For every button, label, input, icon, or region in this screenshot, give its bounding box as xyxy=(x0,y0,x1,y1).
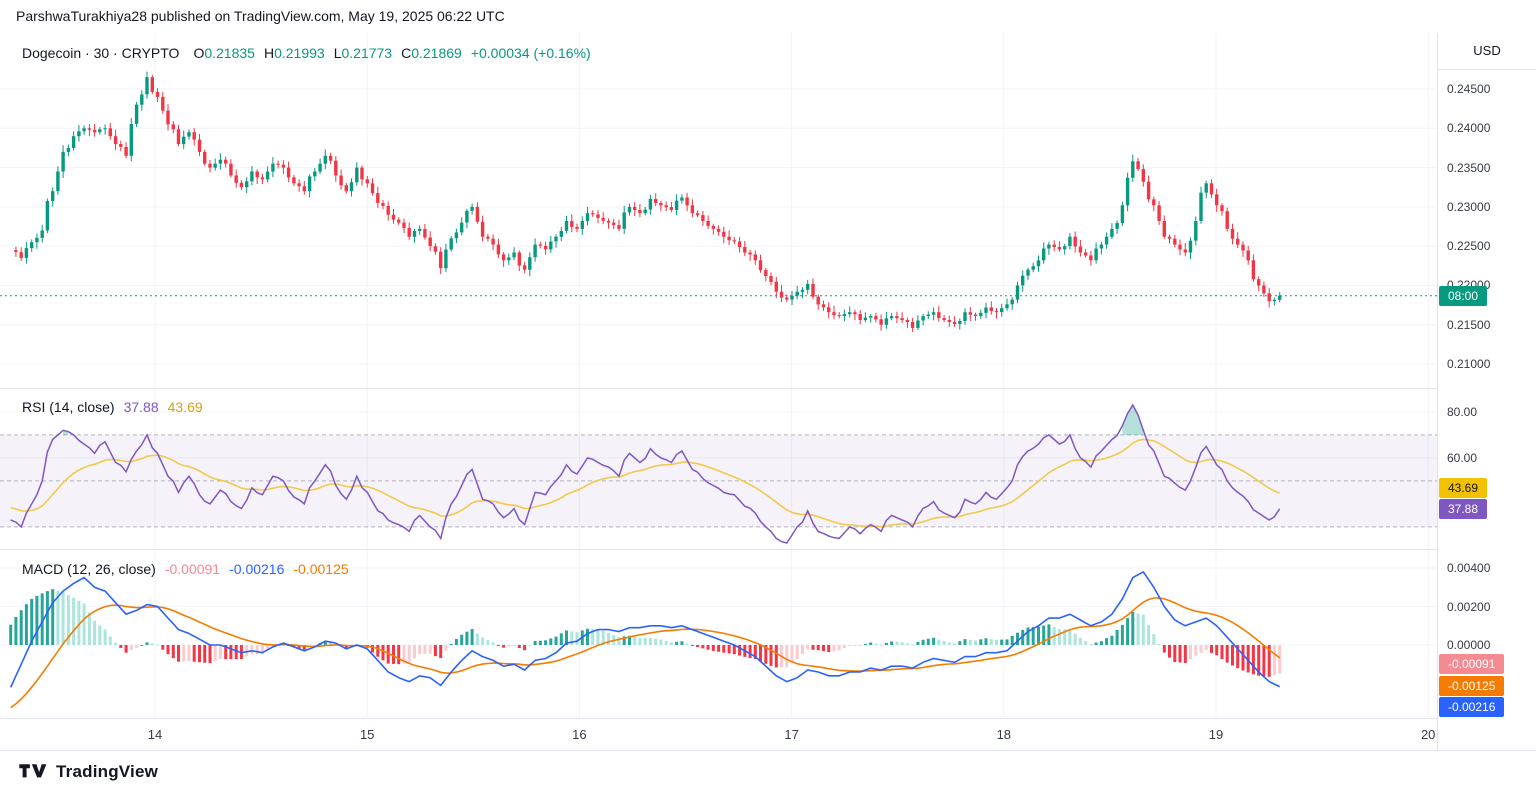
rsi-pane[interactable] xyxy=(0,388,1437,549)
tradingview-logo-icon xyxy=(19,764,47,778)
macd-tick-label: 0.00400 xyxy=(1447,561,1491,575)
published-info: ParshwaTurakhiya28 published on TradingV… xyxy=(0,0,1536,33)
rsi-line xyxy=(10,403,1281,544)
time-axis-label: 17 xyxy=(784,727,799,742)
change-value: +0.00034 (+0.16%) xyxy=(470,45,591,61)
ohlc-low: L0.21773 xyxy=(333,45,393,61)
rsi-tick-label: 60.00 xyxy=(1447,450,1478,465)
pane-separator[interactable] xyxy=(0,549,1437,550)
price-chart-pane[interactable] xyxy=(0,33,1437,388)
price-tick-label: 0.21000 xyxy=(1447,357,1491,372)
last-price-countdown-badge: 08:00 xyxy=(1439,286,1488,306)
grid xyxy=(0,33,1437,388)
rsi-tick-label: 80.00 xyxy=(1447,404,1478,419)
ohlc-close: C0.21869 xyxy=(401,45,462,61)
rsi-legend: RSI (14, close) 37.88 43.69 xyxy=(22,399,203,415)
rsi-ma-badge: 43.69 xyxy=(1439,478,1488,498)
macd-tick-label: 0.00200 xyxy=(1447,599,1491,614)
ohlc-open: O0.21835 xyxy=(193,45,255,61)
time-axis[interactable]: 14 15 16 17 18 19 20 xyxy=(0,718,1437,750)
macd-line-value: -0.00216 xyxy=(229,561,285,577)
brand-name: TradingView xyxy=(56,761,159,781)
price-tick-label: 0.21500 xyxy=(1447,317,1491,332)
macd-signal-badge: -0.00125 xyxy=(1439,676,1505,696)
price-tick-label: 0.24500 xyxy=(1447,82,1491,97)
macd-hist-value: -0.00091 xyxy=(164,561,221,577)
rsi-main-badge: 37.88 xyxy=(1439,499,1488,519)
rsi-ma-value: 43.69 xyxy=(167,399,203,415)
time-axis-label: 15 xyxy=(359,727,375,742)
macd-tick-label: 0.00000 xyxy=(1447,638,1491,652)
price-tick-label: 0.22500 xyxy=(1447,239,1491,254)
price-tick-label: 0.23500 xyxy=(1447,160,1491,175)
currency-toggle-button[interactable]: USD xyxy=(1438,33,1536,70)
time-axis-label: 19 xyxy=(1208,727,1224,742)
price-tick-label: 0.23000 xyxy=(1447,199,1491,214)
macd-title[interactable]: MACD (12, 26, close) xyxy=(22,561,156,577)
price-axis[interactable]: USD 08:00 43.69 37.88 -0.00091 -0.00125 … xyxy=(1437,33,1536,750)
rsi-title[interactable]: RSI (14, close) xyxy=(22,399,115,415)
tradingview-link[interactable]: TradingView xyxy=(18,762,158,782)
macd-signal-value: -0.00125 xyxy=(293,561,349,577)
time-axis-label: 16 xyxy=(572,727,587,742)
macd-histogram xyxy=(9,589,1282,677)
grid xyxy=(0,549,1437,718)
rsi-ma-line xyxy=(10,438,1280,528)
macd-hist-badge: -0.00091 xyxy=(1439,654,1505,674)
ohlc-high: H0.21993 xyxy=(263,45,325,61)
rsi-value: 37.88 xyxy=(123,399,159,415)
rsi-overbought-fill xyxy=(1122,405,1144,435)
macd-signal-line xyxy=(10,597,1281,709)
pane-separator[interactable] xyxy=(0,388,1437,389)
macd-pane[interactable] xyxy=(0,549,1437,718)
price-tick-label: 0.24000 xyxy=(1447,121,1491,136)
macd-line-badge: -0.00216 xyxy=(1439,697,1505,717)
macd-line xyxy=(9,570,1281,688)
candlesticks xyxy=(14,71,1282,332)
time-axis-label: 18 xyxy=(996,727,1012,742)
price-legend: Dogecoin · 30 · CRYPTO O0.21835 H0.21993… xyxy=(22,45,591,61)
macd-legend: MACD (12, 26, close) -0.00091 -0.00216 -… xyxy=(22,561,349,577)
time-axis-label: 14 xyxy=(147,727,163,742)
time-axis-label: 20 xyxy=(1420,727,1436,742)
grid xyxy=(0,388,1437,549)
symbol-title[interactable]: Dogecoin · 30 · CRYPTO xyxy=(22,45,180,61)
footer: TradingView xyxy=(0,750,1536,792)
